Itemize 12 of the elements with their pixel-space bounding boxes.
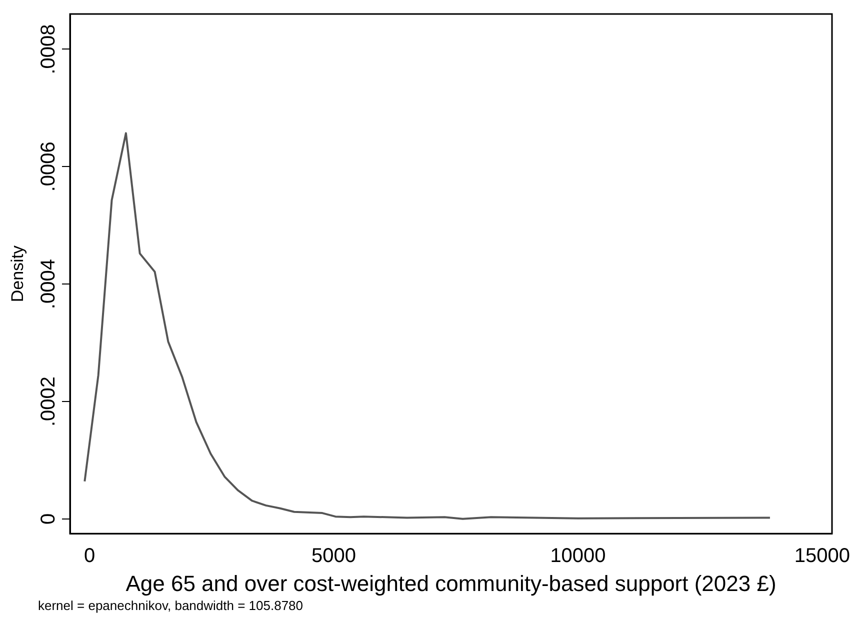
y-tick-label: .0004 — [38, 259, 60, 310]
y-tick-label: 0 — [38, 513, 60, 524]
y-tick-label: .0006 — [38, 142, 60, 192]
text: kernel = epanechnikov, bandwidth = 105.8780 — [38, 598, 304, 613]
y-tick-label: .0002 — [38, 376, 60, 427]
x-tick-label: 0 — [84, 545, 96, 568]
y-axis-title: Density — [8, 244, 27, 302]
x-tick-label: 15000 — [794, 545, 850, 568]
x-tick-label: 5000 — [312, 545, 356, 568]
y-tick-label: .0008 — [38, 24, 60, 74]
x-tick-label: 10000 — [550, 545, 606, 568]
x-axis-title: Age 65 and over cost-weighted community-based support (2023 £) — [126, 570, 776, 596]
